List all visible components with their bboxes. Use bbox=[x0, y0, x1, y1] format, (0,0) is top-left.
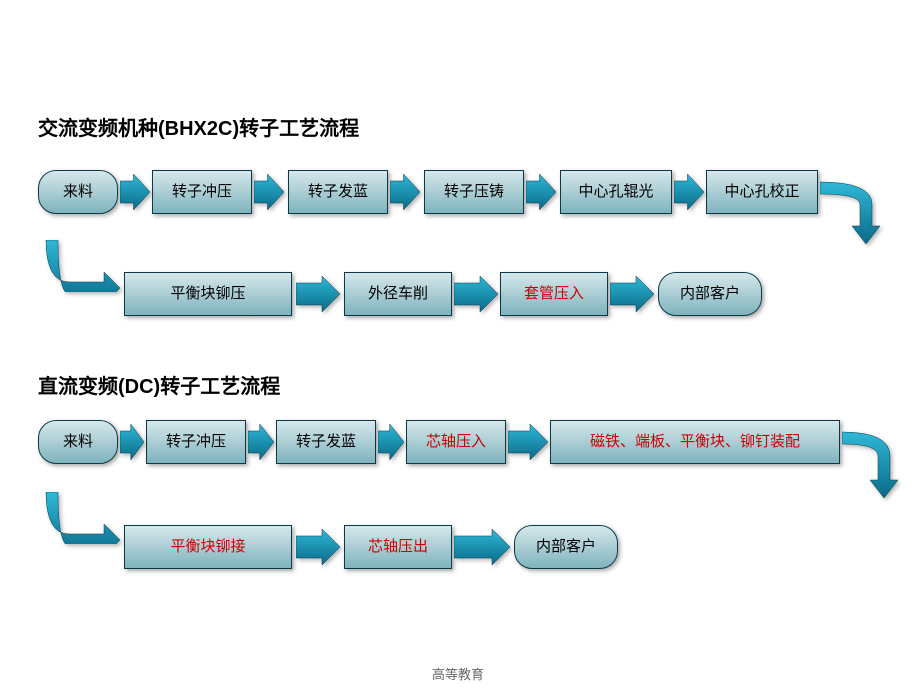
arrow-right bbox=[296, 525, 340, 569]
arrow-right bbox=[120, 420, 144, 464]
f1-correct: 中心孔校正 bbox=[706, 170, 818, 214]
title-1: 交流变频机种(BHX2C)转子工艺流程 bbox=[38, 112, 359, 141]
arrow-right bbox=[296, 272, 340, 316]
f2-customer: 内部客户 bbox=[514, 525, 618, 569]
arrow-right bbox=[454, 272, 498, 316]
f1-rolling: 中心孔辊光 bbox=[560, 170, 672, 214]
f2-incoming: 来料 bbox=[38, 420, 118, 464]
arrow-right bbox=[610, 272, 654, 316]
arrow-right bbox=[526, 170, 556, 214]
f2-stamp: 转子冲压 bbox=[146, 420, 246, 464]
footer-text: 高等教育 bbox=[432, 664, 484, 683]
title-2: 直流变频(DC)转子工艺流程 bbox=[38, 370, 280, 399]
f1-bluing: 转子发蓝 bbox=[288, 170, 388, 214]
arrow-right bbox=[120, 170, 150, 214]
arrow-right bbox=[454, 525, 510, 569]
f2-shaftout: 芯轴压出 bbox=[344, 525, 452, 569]
arrow-right bbox=[378, 420, 404, 464]
f1-wrap-left bbox=[42, 240, 120, 292]
f2-wrap-right bbox=[842, 428, 898, 498]
arrow-right bbox=[674, 170, 704, 214]
arrow-right bbox=[254, 170, 284, 214]
f2-bluing: 转子发蓝 bbox=[276, 420, 376, 464]
f2-wrap-left bbox=[42, 492, 120, 544]
f1-stamp: 转子冲压 bbox=[152, 170, 252, 214]
f1-rivet: 平衡块铆压 bbox=[124, 272, 292, 316]
f1-cast: 转子压铸 bbox=[424, 170, 524, 214]
arrow-right bbox=[390, 170, 420, 214]
f1-wrap-right bbox=[820, 178, 880, 244]
f1-customer: 内部客户 bbox=[658, 272, 762, 316]
f1-incoming: 来料 bbox=[38, 170, 118, 214]
arrow-right bbox=[508, 420, 548, 464]
arrow-right bbox=[248, 420, 274, 464]
f2-shaftin: 芯轴压入 bbox=[406, 420, 506, 464]
f2-rivet: 平衡块铆接 bbox=[124, 525, 292, 569]
f2-assy: 磁铁、端板、平衡块、铆钉装配 bbox=[550, 420, 840, 464]
f1-turning: 外径车削 bbox=[344, 272, 452, 316]
f1-sleeve: 套管压入 bbox=[500, 272, 608, 316]
